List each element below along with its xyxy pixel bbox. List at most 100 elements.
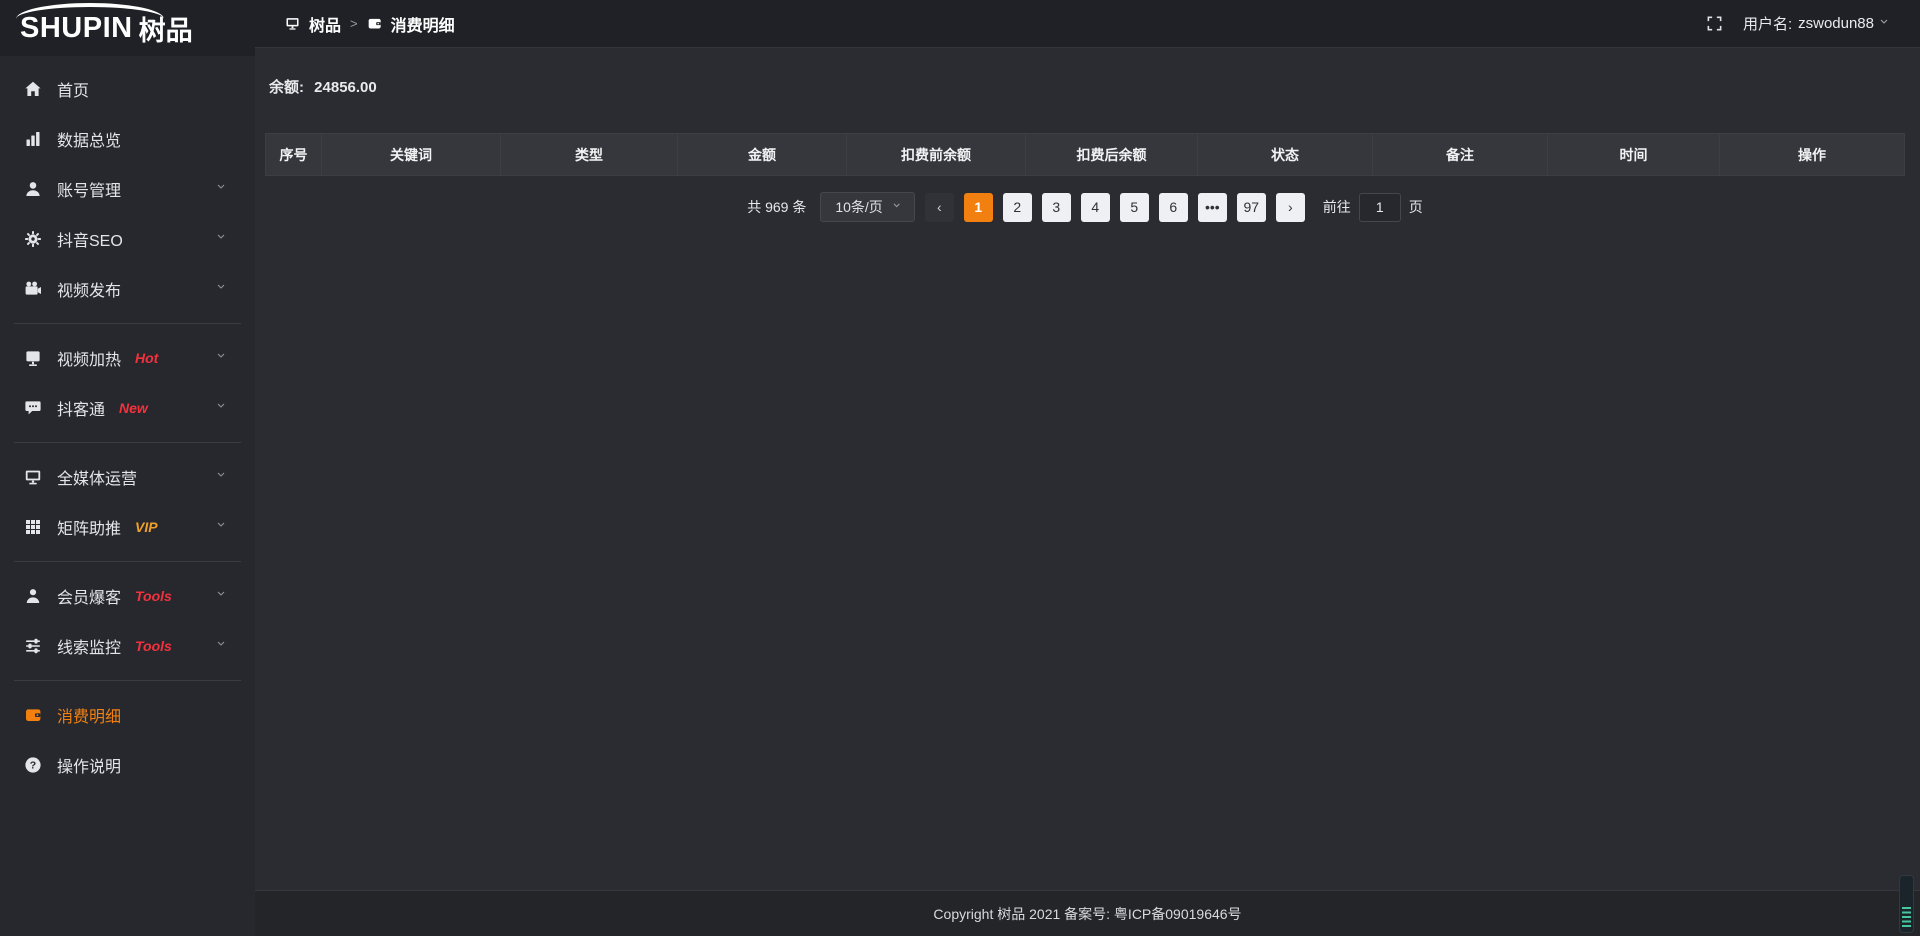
chevron-down-icon — [893, 202, 904, 213]
logo-text-cn: 树品 — [138, 15, 193, 46]
menu-divider — [14, 680, 241, 681]
sidebar-item-label: 会员爆客 — [57, 590, 122, 607]
chevron-down-icon — [217, 521, 229, 533]
question-icon: ? — [24, 756, 42, 774]
page-button-3[interactable]: 3 — [1041, 192, 1071, 222]
chevron-down-icon — [217, 233, 229, 245]
goto-page: 前往 页 — [1322, 192, 1423, 222]
sidebar: SHUPIN 树品 首页数据总览账号管理抖音SEO 视频发布视频加热 Hot 抖客通 N… — [0, 0, 255, 936]
sidebar-item-消费明细[interactable]: 消费明细 — [0, 690, 255, 740]
sidebar-item-操作说明[interactable]: ? 操作说明 — [0, 740, 255, 790]
page-button-2[interactable]: 2 — [1002, 192, 1032, 222]
balance-label: 余额: — [269, 79, 304, 96]
pagination-total: 共 969 条 — [747, 199, 807, 215]
sidebar-item-label: 抖客通 — [57, 402, 106, 419]
menu-divider — [14, 442, 241, 443]
monitor-icon — [285, 16, 300, 31]
sidebar-item-badge: New — [119, 400, 148, 416]
sidebar-item-badge: Hot — [135, 350, 159, 366]
username-label: 用户名: — [1742, 16, 1793, 33]
footer: Copyright 树品 2021 备案号: 粤ICP备09019646号 — [255, 890, 1920, 936]
chevron-down-icon — [217, 640, 229, 652]
sidebar-item-账号管理[interactable]: 账号管理 — [0, 164, 255, 214]
column-header-状态: 状态 — [1198, 134, 1373, 176]
breadcrumb-item-home[interactable]: 树品 — [309, 17, 342, 35]
chevron-down-icon — [217, 471, 229, 483]
more-pages-button[interactable]: ••• — [1197, 192, 1227, 222]
sidebar-item-矩阵助推[interactable]: 矩阵助推 VIP — [0, 502, 255, 552]
table-header-row: 序号 关键词 类型 金额 扣费前余额 扣费后余额 状态 备注 时间 操作 — [266, 134, 1904, 176]
user-icon — [24, 180, 42, 198]
page-size-select[interactable]: 10条/页 — [820, 192, 915, 222]
sidebar-item-label: 线索监控 — [57, 640, 122, 657]
sidebar-item-会员爆客[interactable]: 会员爆客 Tools — [0, 571, 255, 621]
sidebar-item-badge: Tools — [135, 638, 172, 654]
wallet-icon — [24, 706, 42, 724]
column-header-扣费后余额: 扣费后余额 — [1026, 134, 1198, 176]
grid-icon — [24, 518, 42, 536]
sidebar-item-全媒体运营[interactable]: 全媒体运营 — [0, 452, 255, 502]
user-dropdown[interactable]: 用户名: zswodun88 — [1743, 13, 1892, 34]
sidebar-item-label: 账号管理 — [57, 183, 122, 200]
column-header-序号: 序号 — [266, 134, 322, 176]
username-value: zswodun88 — [1798, 15, 1874, 32]
sidebar-item-badge: VIP — [135, 519, 158, 535]
svg-text:?: ? — [30, 760, 36, 772]
consumption-table: 序号 关键词 类型 金额 扣费前余额 扣费后余额 状态 备注 时间 操作 — [265, 133, 1905, 176]
prev-page-button[interactable]: ‹ — [924, 192, 954, 222]
page-button-4[interactable]: 4 — [1080, 192, 1110, 222]
wallet-icon — [367, 16, 382, 31]
bar-chart-icon — [24, 130, 42, 148]
menu-divider — [14, 561, 241, 562]
page-button-1[interactable]: 1 — [963, 192, 993, 222]
column-header-关键词: 关键词 — [322, 134, 501, 176]
page-button-6[interactable]: 6 — [1158, 192, 1188, 222]
floating-scrollbar[interactable] — [1899, 875, 1914, 933]
sidebar-item-视频加热[interactable]: 视频加热 Hot — [0, 333, 255, 383]
sidebar-item-视频发布[interactable]: 视频发布 — [0, 264, 255, 314]
menu-divider — [14, 323, 241, 324]
page-button-5[interactable]: 5 — [1119, 192, 1149, 222]
sidebar-item-label: 视频加热 — [57, 352, 122, 369]
sidebar-item-label: 首页 — [57, 83, 90, 100]
sidebar-item-label: 矩阵助推 — [57, 521, 122, 538]
chevron-down-icon — [217, 183, 229, 195]
column-header-类型: 类型 — [501, 134, 678, 176]
column-header-操作: 操作 — [1720, 134, 1904, 176]
sidebar-item-抖音SEO[interactable]: 抖音SEO — [0, 214, 255, 264]
gear-icon — [24, 230, 42, 248]
page-button-97[interactable]: 97 — [1236, 192, 1266, 222]
sidebar-item-数据总览[interactable]: 数据总览 — [0, 114, 255, 164]
sidebar-item-抖客通[interactable]: 抖客通 New — [0, 383, 255, 433]
fullscreen-icon[interactable] — [1706, 15, 1723, 32]
monitor-icon — [24, 468, 42, 486]
brand-logo[interactable]: SHUPIN 树品 — [0, 0, 255, 56]
goto-label: 前往 — [1322, 199, 1351, 215]
page-size-value: 10条/页 — [835, 199, 883, 215]
next-page-button[interactable]: › — [1275, 192, 1305, 222]
balance-line: 余额: 24856.00 — [269, 76, 1905, 97]
column-header-备注: 备注 — [1373, 134, 1548, 176]
column-header-时间: 时间 — [1548, 134, 1720, 176]
member-icon — [24, 587, 42, 605]
chevron-down-icon — [217, 402, 229, 414]
chevron-down-icon — [217, 352, 229, 364]
chat-icon — [24, 399, 42, 417]
sidebar-item-label: 全媒体运营 — [57, 471, 138, 488]
sidebar-item-label: 数据总览 — [57, 133, 122, 150]
sidebar-item-label: 操作说明 — [57, 759, 122, 776]
sidebar-item-线索监控[interactable]: 线索监控 Tools — [0, 621, 255, 671]
goto-page-input[interactable] — [1358, 192, 1401, 222]
chevron-down-icon — [217, 590, 229, 602]
topbar: 树品 > 消费明细 用户名: zswodun88 — [255, 0, 1920, 48]
logo-arc-decoration — [16, 3, 164, 19]
home-icon — [24, 80, 42, 98]
column-header-金额: 金额 — [678, 134, 847, 176]
goto-unit: 页 — [1408, 199, 1423, 215]
sidebar-item-label: 视频发布 — [57, 283, 122, 300]
sidebar-item-首页[interactable]: 首页 — [0, 64, 255, 114]
sliders-icon — [24, 637, 42, 655]
sidebar-menu: 首页数据总览账号管理抖音SEO 视频发布视频加热 Hot 抖客通 New 全媒体运营矩阵助… — [0, 56, 255, 936]
breadcrumb: 树品 > 消费明细 — [285, 12, 455, 36]
